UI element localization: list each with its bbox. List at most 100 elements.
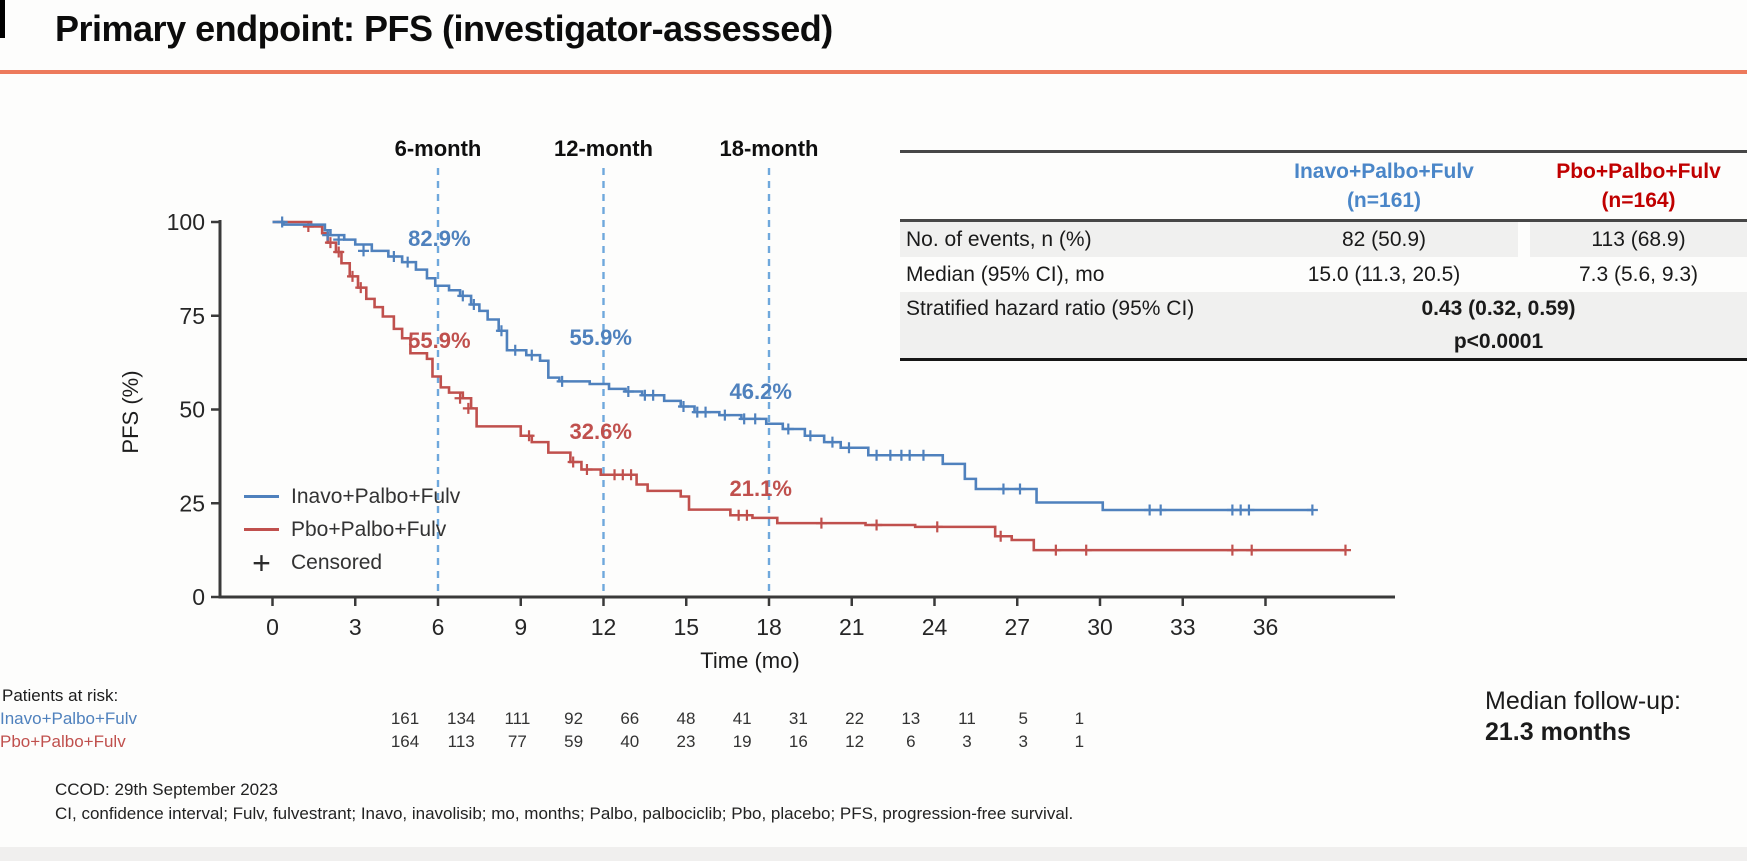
- censor-mark: [1306, 504, 1318, 516]
- legend-label: Pbo+Palbo+Fulv: [291, 517, 447, 541]
- table-header-gap: [1518, 153, 1530, 219]
- censor-mark: [871, 449, 883, 461]
- at-risk-count: 92: [564, 709, 584, 728]
- censor-mark: [995, 530, 1007, 542]
- censor-mark: [625, 469, 637, 481]
- table-header-pbo: Pbo+Palbo+Fulv (n=164): [1530, 153, 1747, 219]
- censor-mark: [322, 229, 334, 241]
- median-followup-label: Median follow-up:: [1485, 687, 1681, 715]
- median-pbo-value: 7.3 (5.6, 9.3): [1578, 263, 1699, 286]
- censor-mark: [1155, 504, 1167, 516]
- censor-mark: [402, 256, 414, 268]
- censor-mark: [388, 251, 400, 262]
- hazard-ratio-value: 0.43 (0.32, 0.59): [1421, 297, 1576, 320]
- landmark-pct-label: 32.6%: [570, 419, 632, 444]
- table-header-spacer: [900, 153, 1250, 219]
- at-risk-count: 3: [962, 732, 972, 751]
- censor-mark: [738, 413, 750, 425]
- censor-mark: [1243, 504, 1255, 516]
- table-bottom-rule: [900, 358, 1747, 361]
- table-row-hazard-ratio: Stratified hazard ratio (95% CI) 0.43 (0…: [900, 292, 1747, 358]
- censor-mark: [556, 375, 568, 387]
- at-risk-count: 23: [676, 732, 696, 751]
- at-risk-count: 31: [788, 709, 808, 728]
- legend-label: Inavo+Palbo+Fulv: [291, 484, 461, 508]
- title-underline-rule: [0, 70, 1747, 74]
- censor-mark: [567, 456, 579, 468]
- median-followup-value: 21.3 months: [1485, 718, 1631, 746]
- y-tick-label: 50: [179, 397, 205, 423]
- censor-mark: [355, 282, 367, 294]
- landmark-pct-label: 82.9%: [408, 226, 470, 251]
- inavo-arm-name: Inavo+Palbo+Fulv: [1294, 160, 1474, 183]
- censor-mark: [647, 389, 659, 401]
- at-risk-count: 113: [447, 732, 475, 751]
- at-risk-label-inavo: Inavo+Palbo+Fulv: [0, 709, 138, 728]
- censor-mark: [523, 430, 535, 442]
- legend-label: Censored: [291, 550, 383, 574]
- censored-plus-icon: +: [252, 544, 271, 581]
- table-row-median: Median (95% CI), mo 15.0 (11.3, 20.5) 7.…: [900, 257, 1747, 292]
- median-label: Median (95% CI), mo: [906, 263, 1105, 286]
- censor-mark: [324, 237, 336, 249]
- p-value: p<0.0001: [1453, 330, 1544, 353]
- at-risk-label-pbo: Pbo+Palbo+Fulv: [0, 732, 126, 751]
- cell-gap: [1518, 222, 1530, 257]
- x-tick-label: 0: [266, 614, 279, 640]
- censor-mark: [457, 290, 469, 302]
- at-risk-count: 48: [676, 709, 696, 728]
- censor-mark: [1246, 544, 1258, 556]
- at-risk-count: 5: [1018, 709, 1028, 728]
- censor-mark: [782, 423, 794, 435]
- at-risk-count: 111: [504, 709, 531, 728]
- bottom-edge-strip: [0, 847, 1747, 861]
- censor-mark: [468, 299, 480, 310]
- censor-mark: [346, 270, 358, 282]
- landmark-pct-label: 21.1%: [730, 476, 792, 501]
- at-risk-count: 66: [620, 709, 640, 728]
- milestone-label-12-month: 12-month: [554, 136, 653, 161]
- x-tick-label: 21: [839, 614, 865, 640]
- pbo-arm-n: (n=164): [1601, 189, 1676, 212]
- censor-mark: [1014, 483, 1026, 495]
- y-tick-label: 0: [192, 584, 205, 610]
- censor-mark: [741, 509, 753, 521]
- censor-mark: [462, 402, 474, 414]
- at-risk-count: 77: [507, 732, 527, 751]
- pbo-arm-name: Pbo+Palbo+Fulv: [1556, 160, 1721, 183]
- x-tick-label: 3: [349, 614, 362, 640]
- y-tick-label: 75: [179, 303, 205, 329]
- censor-mark: [581, 464, 593, 475]
- at-risk-count: 134: [447, 709, 476, 728]
- x-tick-label: 18: [756, 614, 782, 640]
- page-title: Primary endpoint: PFS (investigator-asse…: [55, 8, 833, 49]
- censor-mark: [884, 449, 896, 461]
- censor-mark: [276, 216, 288, 228]
- y-tick-label: 25: [179, 490, 205, 516]
- at-risk-count: 1: [1074, 709, 1085, 728]
- censor-mark: [495, 325, 507, 337]
- censor-mark: [749, 413, 761, 425]
- table-header-inavo: Inavo+Palbo+Fulv (n=161): [1250, 153, 1518, 219]
- screen-edge-artifact: [0, 0, 5, 38]
- censor-mark: [333, 234, 345, 246]
- censor-mark: [302, 221, 314, 232]
- events-label: No. of events, n (%): [900, 222, 1250, 257]
- censor-mark: [997, 483, 1009, 495]
- censor-mark: [526, 349, 538, 361]
- censor-mark: [904, 449, 916, 461]
- table-mid-rule: [900, 219, 1747, 222]
- at-risk-count: 59: [564, 732, 584, 751]
- x-tick-label: 15: [673, 614, 699, 640]
- table-header-row: Inavo+Palbo+Fulv (n=161) Pbo+Palbo+Fulv …: [900, 153, 1747, 219]
- censor-mark: [1226, 544, 1238, 556]
- at-risk-count: 19: [732, 732, 752, 751]
- censor-mark: [509, 344, 521, 356]
- table-top-rule: [900, 150, 1747, 153]
- censor-mark: [333, 246, 345, 258]
- legend-line-swatch: [244, 528, 279, 531]
- hazard-ratio-label: Stratified hazard ratio (95% CI): [906, 297, 1195, 320]
- hazard-ratio-spacer: [900, 325, 1250, 358]
- at-risk-count: 22: [845, 709, 865, 728]
